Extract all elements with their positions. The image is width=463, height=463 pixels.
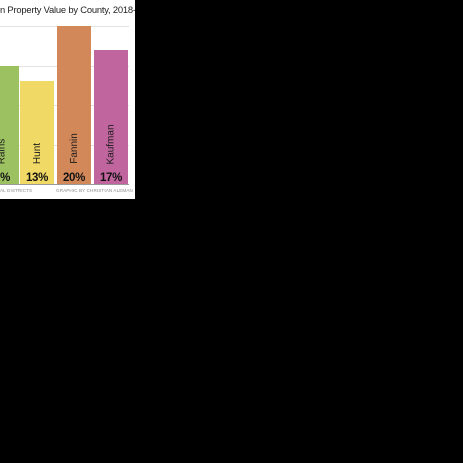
chart-panel: n Property Value by County, 2018-2019 Ra… bbox=[0, 0, 135, 199]
chart-title: n Property Value by County, 2018-2019 bbox=[0, 4, 135, 15]
bar-fannin bbox=[57, 26, 91, 184]
graphic-credit: GRAPHIC BY CHRISTIAN ALEMAN bbox=[56, 188, 133, 193]
bar-label-fannin: Fannin bbox=[68, 133, 80, 164]
bar-label-kaufman: Kaufman bbox=[105, 123, 117, 165]
bar-label-rains: Rains bbox=[0, 138, 8, 164]
bar-hunt bbox=[20, 81, 54, 184]
pct-label-fannin: 20% bbox=[62, 172, 86, 184]
pct-label-rains: 5% bbox=[0, 172, 11, 184]
pct-label-kaufman: 17% bbox=[99, 172, 123, 184]
bar-rains bbox=[0, 65, 19, 184]
bar-label-hunt: Hunt bbox=[31, 142, 43, 165]
chart-baseline bbox=[0, 184, 129, 185]
bar-kaufman bbox=[94, 49, 128, 184]
pct-label-hunt: 13% bbox=[25, 172, 49, 184]
source-credit: AL DISTRICTS bbox=[0, 188, 33, 193]
